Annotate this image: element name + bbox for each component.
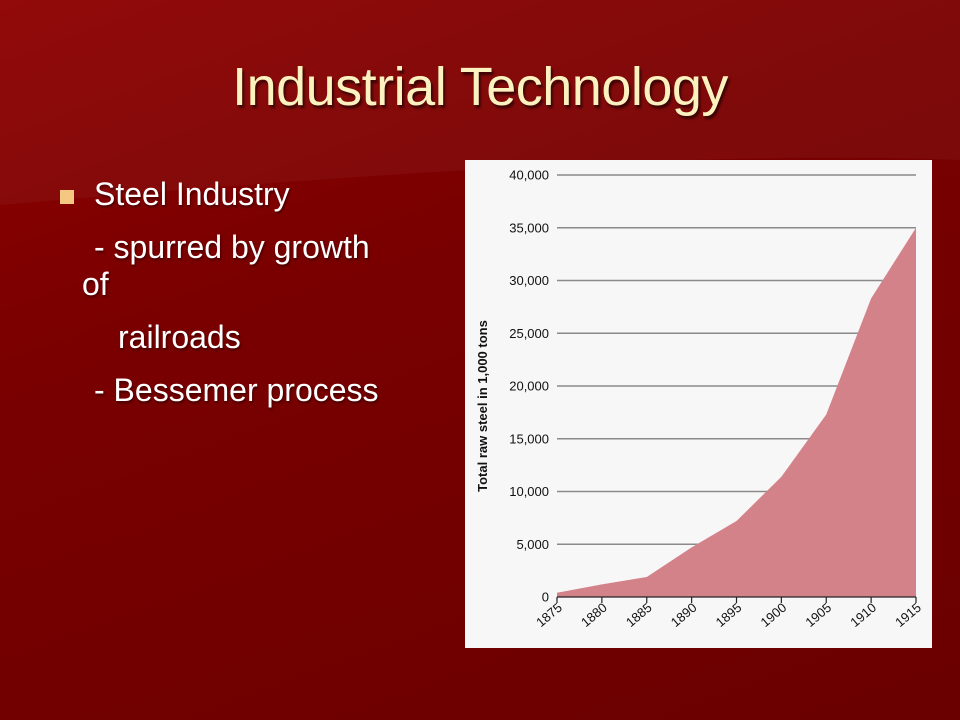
y-tick-label: 35,000 (509, 220, 549, 235)
bullet-item: Steel Industry (60, 176, 440, 213)
y-tick-label: 10,000 (509, 484, 549, 499)
y-tick-label: 0 (542, 590, 549, 605)
x-tick-label: 1895 (713, 600, 745, 630)
x-tick-label: 1890 (668, 600, 700, 630)
y-axis-label: Total raw steel in 1,000 tons (475, 320, 490, 492)
slide-title: Industrial Technology (232, 57, 728, 117)
sub-bullet-line: of (82, 266, 109, 302)
area-layer (556, 227, 917, 597)
y-tick-label: 40,000 (509, 168, 549, 183)
y-tick-label: 5,000 (516, 537, 549, 552)
steel-production-chart: 0 5,000 10,000 15,000 20,000 25,000 30,000 35,0… (465, 160, 932, 648)
y-tick-label: 25,000 (509, 326, 549, 341)
x-tick-label: 1875 (533, 600, 565, 630)
chart-svg: 0 5,000 10,000 15,000 20,000 25,000 30,000 35,0… (475, 168, 924, 630)
x-tick-label: 1900 (758, 600, 790, 630)
sub-bullet-line: railroads (118, 319, 241, 355)
y-tick-label: 15,000 (509, 431, 549, 446)
square-bullet-icon (60, 190, 74, 204)
x-tick-label: 1910 (847, 600, 879, 630)
bullet-list: Steel Industry - spurred by growth of ra… (60, 176, 440, 409)
x-tick-label: 1885 (623, 600, 655, 630)
x-tick-label: 1905 (802, 600, 834, 630)
y-tick-label: 20,000 (509, 379, 549, 394)
area-series (557, 227, 916, 597)
sub-bullet-line: - spurred by growth (94, 229, 370, 265)
sub-bullet-line: - Bessemer process (94, 372, 379, 408)
bullet-text: Steel Industry (94, 176, 290, 212)
x-tick-label: 1880 (578, 600, 610, 630)
y-tick-label: 30,000 (509, 273, 549, 288)
axis-layer (556, 596, 917, 603)
x-tick-label: 1915 (892, 600, 924, 630)
